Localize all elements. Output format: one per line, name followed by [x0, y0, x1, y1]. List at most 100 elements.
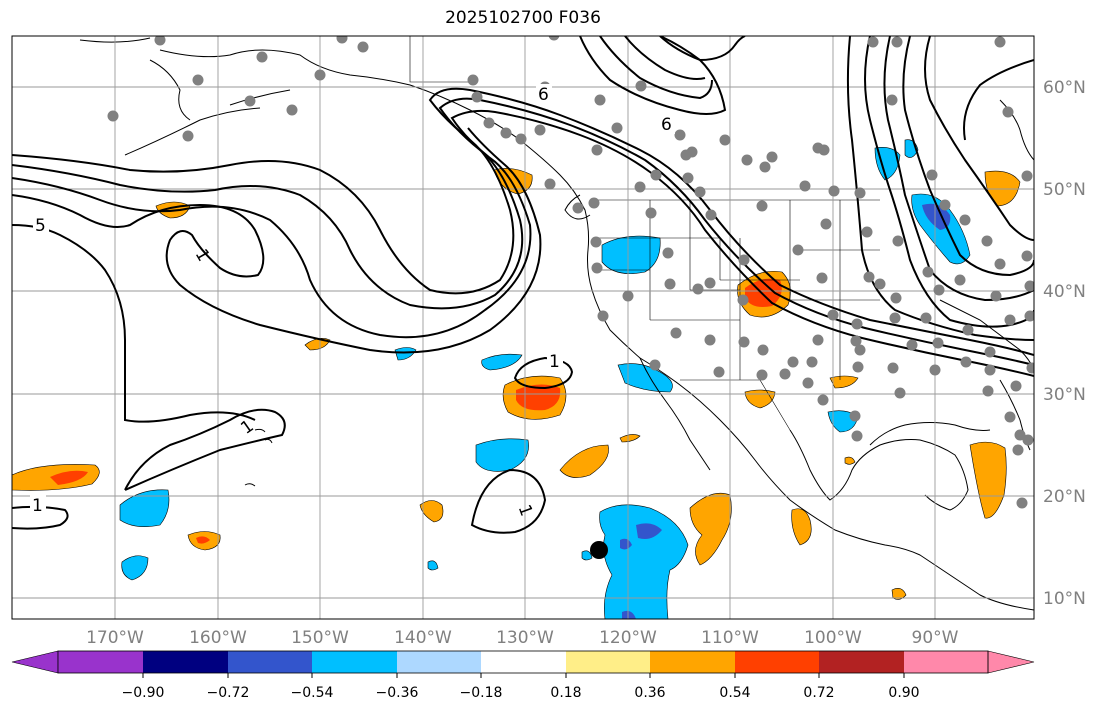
colorbar-tick-label: −0.54	[291, 685, 334, 701]
station-marker	[662, 247, 674, 259]
station-marker	[244, 95, 256, 107]
station-markers	[107, 36, 1034, 509]
station-marker	[887, 362, 899, 374]
station-marker	[889, 312, 901, 324]
colorbar-swatch	[819, 651, 904, 673]
colorbar-tick-label: 0.18	[550, 685, 581, 701]
station-marker	[737, 294, 749, 306]
colorbar-tick-label: −0.72	[207, 685, 250, 701]
station-marker	[990, 290, 1002, 302]
station-marker	[1014, 429, 1026, 441]
station-marker	[867, 36, 879, 48]
station-marker	[1004, 411, 1016, 423]
station-marker	[799, 180, 811, 192]
station-marker	[483, 117, 495, 129]
station-marker	[890, 292, 902, 304]
station-marker	[588, 197, 600, 209]
station-marker	[994, 258, 1006, 270]
station-marker	[704, 334, 716, 346]
station-marker	[929, 364, 941, 376]
station-marker	[544, 178, 556, 190]
station-marker	[692, 283, 704, 295]
station-marker	[694, 186, 706, 198]
station-marker	[471, 91, 483, 103]
station-marker	[500, 127, 512, 139]
station-marker	[515, 133, 527, 145]
station-marker	[779, 368, 791, 380]
colorbar-swatch	[312, 651, 397, 673]
colorbar-tick-label: 0.90	[888, 685, 919, 701]
station-marker	[933, 284, 945, 296]
colorbar-extend-low	[11, 650, 59, 674]
station-marker	[959, 214, 971, 226]
colorbar	[11, 650, 1035, 678]
station-marker	[891, 36, 903, 48]
station-marker	[994, 36, 1006, 48]
station-marker	[954, 274, 966, 286]
colorbar-swatch	[904, 651, 988, 673]
station-marker	[960, 356, 972, 368]
station-marker	[1024, 280, 1034, 292]
longitude-tick-label: 150°W	[291, 628, 349, 648]
station-marker	[863, 271, 875, 283]
station-marker	[756, 369, 768, 381]
station-marker	[591, 262, 603, 274]
station-marker	[759, 161, 771, 173]
colorbar-outline	[57, 650, 989, 674]
colorbar-tick-label: 0.36	[634, 685, 665, 701]
station-marker	[256, 51, 268, 63]
colorbar-tick-label: 0.54	[719, 685, 750, 701]
latitude-tick-label: 60°N	[1043, 78, 1086, 98]
station-marker	[850, 335, 862, 347]
station-marker	[894, 387, 906, 399]
station-marker	[922, 266, 934, 278]
latitude-axis: 10°N 20°N 30°N 40°N 50°N 60°N	[1043, 78, 1086, 609]
station-marker	[984, 346, 996, 358]
map-area	[12, 36, 1034, 619]
colorbar-tick-label: 0.72	[803, 685, 834, 701]
longitude-tick-label: 100°W	[804, 628, 862, 648]
colorbar-swatch	[481, 651, 566, 673]
station-marker	[634, 181, 646, 193]
station-marker	[1022, 434, 1034, 446]
highlighted-location-marker	[590, 541, 608, 559]
station-marker	[1016, 497, 1028, 509]
station-marker	[680, 149, 692, 161]
station-marker	[861, 226, 873, 238]
station-marker	[674, 129, 686, 141]
station-marker	[154, 36, 166, 46]
station-marker	[851, 430, 863, 442]
station-marker	[892, 235, 904, 247]
contour-label: 1	[32, 496, 43, 516]
station-marker	[1002, 106, 1014, 118]
station-marker	[806, 356, 818, 368]
station-marker	[827, 309, 839, 321]
colorbar-swatch	[566, 651, 650, 673]
longitude-tick-label: 170°W	[86, 628, 144, 648]
station-marker	[1026, 362, 1034, 374]
station-marker	[820, 218, 832, 230]
station-marker	[962, 324, 974, 336]
contour-label: 5	[35, 216, 46, 236]
station-marker	[1004, 314, 1016, 326]
contour-label: 6	[538, 85, 549, 105]
station-marker	[802, 377, 814, 389]
station-marker	[705, 209, 717, 221]
station-marker	[650, 169, 662, 181]
station-marker	[314, 69, 326, 81]
latitude-tick-label: 50°N	[1043, 180, 1086, 200]
station-marker	[704, 277, 716, 289]
station-marker	[719, 134, 731, 146]
station-marker	[1021, 170, 1033, 182]
longitude-tick-label: 130°W	[496, 628, 554, 648]
latitude-tick-label: 40°N	[1043, 282, 1086, 302]
colorbar-swatch	[735, 651, 819, 673]
colorbar-swatch	[397, 651, 481, 673]
station-marker	[572, 202, 584, 214]
station-marker	[548, 36, 560, 41]
colorbar-tick-label: −0.90	[122, 685, 165, 701]
longitude-tick-label: 140°W	[394, 628, 452, 648]
station-marker	[594, 94, 606, 106]
station-marker	[984, 364, 996, 376]
